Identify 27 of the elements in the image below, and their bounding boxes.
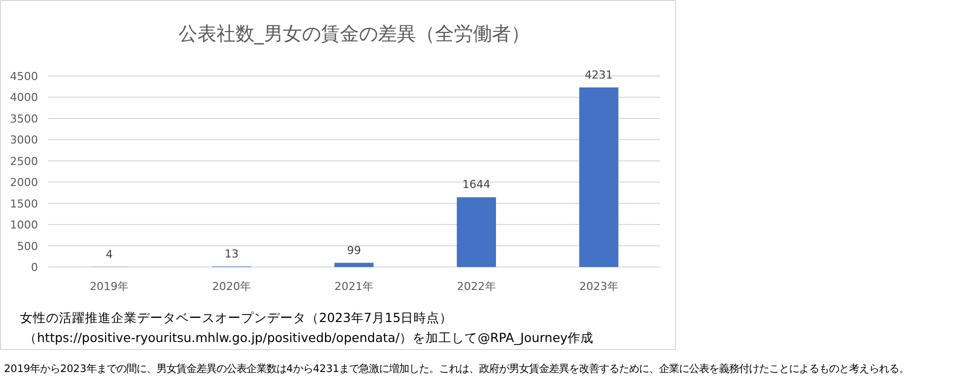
y-tick-label: 1000 [10, 218, 38, 232]
data-label: 4 [106, 248, 113, 261]
text: （https://positive-ryouritsu.mhlw.go.jp/positivedb/opendata/）を加工して@RPA_Journey作成 [24, 330, 594, 345]
x-tick-label: 2023年 [579, 280, 618, 293]
data-label: 99 [347, 244, 361, 257]
data-label: 1644 [462, 178, 490, 192]
y-tick-label: 4500 [10, 70, 38, 83]
x-tick-label: 2021年 [334, 280, 374, 293]
y-tick-label: 500 [17, 240, 38, 253]
y-tick-label: 0 [31, 261, 38, 274]
y-tick-label: 1500 [10, 197, 38, 210]
y-tick-label: 4000 [10, 91, 38, 104]
y-tick-label: 3500 [10, 112, 38, 126]
chart-title: 公表社数_男女の賃金の差異（全労働者） [178, 23, 530, 45]
y-tick-label: 3000 [10, 134, 38, 147]
bar [579, 87, 618, 267]
x-tick-label: 2019年 [90, 280, 129, 293]
y-tick-label: 2000 [10, 176, 38, 190]
x-tick-label: 2022年 [456, 280, 496, 293]
text: 女性の活躍推進企業データベースオープンデータ（2023年7月15日時点） [20, 310, 453, 325]
data-label: 4231 [584, 68, 613, 82]
bar [334, 262, 374, 267]
text: 2019年から2023年までの間に、男女賃金差異の公表企業数は4から4231まで急激に増加した。これは、政府が男女賃金差異を改善するために、企業に公表を義務付けたことによるものと考えられる。 [4, 363, 910, 375]
data-label: 13 [224, 247, 239, 260]
x-tick-label: 2020年 [212, 280, 252, 293]
y-tick-label: 2500 [10, 154, 38, 168]
bar [456, 197, 496, 267]
